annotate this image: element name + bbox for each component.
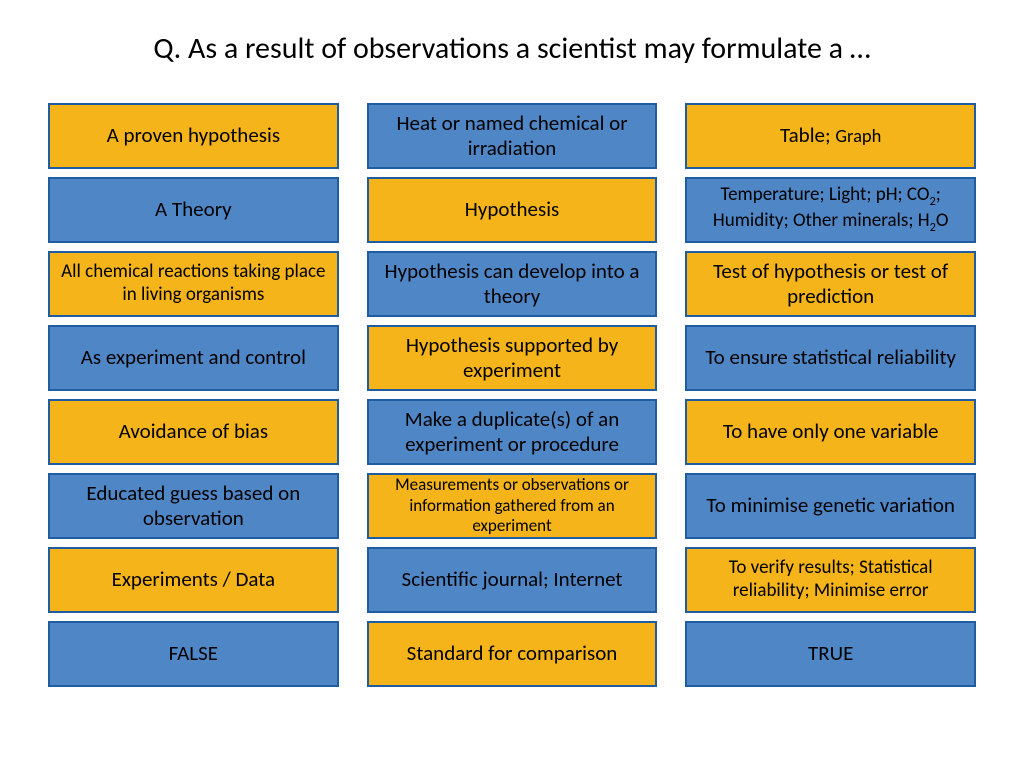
card-label: FALSE (60, 641, 327, 666)
card-label: Experiments / Data (60, 567, 327, 592)
card-label: To ensure statistical reliability (697, 345, 964, 370)
card-label: To minimise genetic variation (697, 493, 964, 518)
answer-card[interactable]: Measurements or observations or informat… (367, 473, 658, 539)
card-label: A Theory (60, 197, 327, 222)
card-label: Standard for comparison (379, 641, 646, 666)
answer-card[interactable]: Table; Graph (685, 103, 976, 169)
card-label: Avoidance of bias (60, 419, 327, 444)
answer-card[interactable]: All chemical reactions taking place in l… (48, 251, 339, 317)
answer-card[interactable]: Temperature; Light; pH; CO2; Humidity; O… (685, 177, 976, 243)
card-label: Make a duplicate(s) of an experiment or … (379, 407, 646, 457)
card-label: Hypothesis (379, 197, 646, 222)
question-title: Q. As a result of observations a scienti… (48, 30, 976, 67)
card-label: A proven hypothesis (60, 123, 327, 148)
card-label: Table; Graph (697, 123, 964, 148)
answer-card[interactable]: Educated guess based on observation (48, 473, 339, 539)
card-label: All chemical reactions taking place in l… (60, 261, 327, 307)
answer-card[interactable]: Standard for comparison (367, 621, 658, 687)
answer-card[interactable]: To ensure statistical reliability (685, 325, 976, 391)
answer-card[interactable]: To verify results; Statistical reliabili… (685, 547, 976, 613)
answer-card[interactable]: Make a duplicate(s) of an experiment or … (367, 399, 658, 465)
answer-card[interactable]: Scientific journal; Internet (367, 547, 658, 613)
card-label: Hypothesis can develop into a theory (379, 259, 646, 309)
card-label: Educated guess based on observation (60, 481, 327, 531)
answer-card[interactable]: Hypothesis supported by experiment (367, 325, 658, 391)
answer-card[interactable]: FALSE (48, 621, 339, 687)
answer-card[interactable]: Avoidance of bias (48, 399, 339, 465)
column-2: Table; Graph Temperature; Light; pH; CO2;… (685, 103, 976, 687)
answer-card[interactable]: TRUE (685, 621, 976, 687)
answer-card[interactable]: Test of hypothesis or test of prediction (685, 251, 976, 317)
answer-card[interactable]: To minimise genetic variation (685, 473, 976, 539)
card-label: Test of hypothesis or test of prediction (697, 259, 964, 309)
column-1: Heat or named chemical or irradiation Hyp… (367, 103, 658, 687)
card-label: As experiment and control (60, 345, 327, 370)
card-label: Temperature; Light; pH; CO2; Humidity; O… (697, 184, 964, 235)
card-label: Measurements or observations or informat… (379, 475, 646, 536)
answer-card[interactable]: Hypothesis can develop into a theory (367, 251, 658, 317)
card-label: Scientific journal; Internet (379, 567, 646, 592)
column-0: A proven hypothesis A Theory All chemical … (48, 103, 339, 687)
answer-card[interactable]: Experiments / Data (48, 547, 339, 613)
card-label: To verify results; Statistical reliabili… (697, 557, 964, 603)
answer-card[interactable]: Hypothesis (367, 177, 658, 243)
card-label: Hypothesis supported by experiment (379, 333, 646, 383)
slide: Q. As a result of observations a scienti… (0, 0, 1024, 707)
answer-card[interactable]: A Theory (48, 177, 339, 243)
card-label: Heat or named chemical or irradiation (379, 111, 646, 161)
answer-card[interactable]: A proven hypothesis (48, 103, 339, 169)
card-label: TRUE (697, 641, 964, 666)
answer-card[interactable]: To have only one variable (685, 399, 976, 465)
answer-card[interactable]: As experiment and control (48, 325, 339, 391)
answer-card[interactable]: Heat or named chemical or irradiation (367, 103, 658, 169)
card-label: To have only one variable (697, 419, 964, 444)
answer-grid: A proven hypothesis A Theory All chemical … (48, 103, 976, 687)
